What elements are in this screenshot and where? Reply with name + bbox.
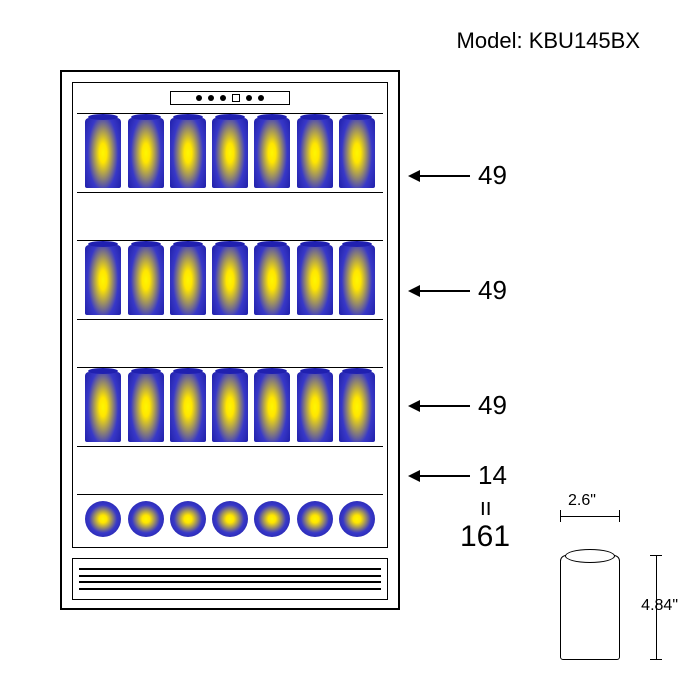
bottle-end-icon — [128, 501, 164, 537]
can-icon — [85, 245, 121, 315]
equals-symbol: וו — [480, 495, 491, 521]
can-icon — [170, 245, 206, 315]
can-icon — [254, 372, 290, 442]
control-dot-icon — [196, 95, 202, 101]
fridge-glass — [72, 82, 388, 548]
can-icon — [170, 118, 206, 188]
dimension-diagram: 2.6" 4.84" — [530, 510, 670, 670]
vent-grille — [72, 558, 388, 600]
can-icon — [297, 245, 333, 315]
capacity-callout: 14 — [410, 460, 507, 491]
control-panel — [170, 91, 290, 105]
model-label: Model: KBU145BX — [457, 28, 640, 54]
capacity-callout: 49 — [410, 275, 507, 306]
control-dot-icon — [258, 95, 264, 101]
bottle-shelf — [77, 494, 383, 543]
can-icon — [254, 118, 290, 188]
can-icon — [128, 118, 164, 188]
vent-line — [79, 588, 381, 590]
can-icon — [85, 372, 121, 442]
bottle-end-icon — [170, 501, 206, 537]
control-dot-icon — [208, 95, 214, 101]
control-display-icon — [232, 94, 240, 102]
bottle-end-icon — [297, 501, 333, 537]
shelf-area — [77, 113, 383, 543]
capacity-callout: 49 — [410, 160, 507, 191]
can-icon — [212, 372, 248, 442]
capacity-value: 49 — [478, 390, 507, 421]
vent-line — [79, 568, 381, 570]
can-shelf — [77, 367, 383, 447]
bottle-end-icon — [254, 501, 290, 537]
can-icon — [339, 372, 375, 442]
arrow-left-icon — [410, 175, 470, 177]
arrow-left-icon — [410, 475, 470, 477]
reference-can-icon — [560, 555, 620, 660]
model-number: KBU145BX — [529, 28, 640, 53]
bottle-end-icon — [339, 501, 375, 537]
vent-line — [79, 575, 381, 577]
capacity-callout: 49 — [410, 390, 507, 421]
can-icon — [297, 372, 333, 442]
can-icon — [254, 245, 290, 315]
bottle-end-icon — [85, 501, 121, 537]
arrow-left-icon — [410, 405, 470, 407]
arrow-left-icon — [410, 290, 470, 292]
can-icon — [170, 372, 206, 442]
can-icon — [212, 118, 248, 188]
can-icon — [297, 118, 333, 188]
capacity-value: 14 — [478, 460, 507, 491]
can-icon — [128, 245, 164, 315]
width-dimension-line — [560, 510, 620, 522]
total-capacity: 161 — [460, 520, 510, 554]
model-prefix: Model: — [457, 28, 529, 53]
bottle-end-icon — [212, 501, 248, 537]
can-icon — [339, 118, 375, 188]
can-icon — [128, 372, 164, 442]
control-dot-icon — [220, 95, 226, 101]
vent-line — [79, 581, 381, 583]
can-height-label: 4.84" — [641, 597, 678, 615]
fridge-outline — [60, 70, 400, 610]
can-shelf — [77, 240, 383, 320]
capacity-value: 49 — [478, 160, 507, 191]
can-icon — [85, 118, 121, 188]
can-icon — [339, 245, 375, 315]
can-icon — [212, 245, 248, 315]
control-dot-icon — [246, 95, 252, 101]
can-shelf — [77, 113, 383, 193]
can-width-label: 2.6" — [568, 492, 596, 510]
capacity-value: 49 — [478, 275, 507, 306]
